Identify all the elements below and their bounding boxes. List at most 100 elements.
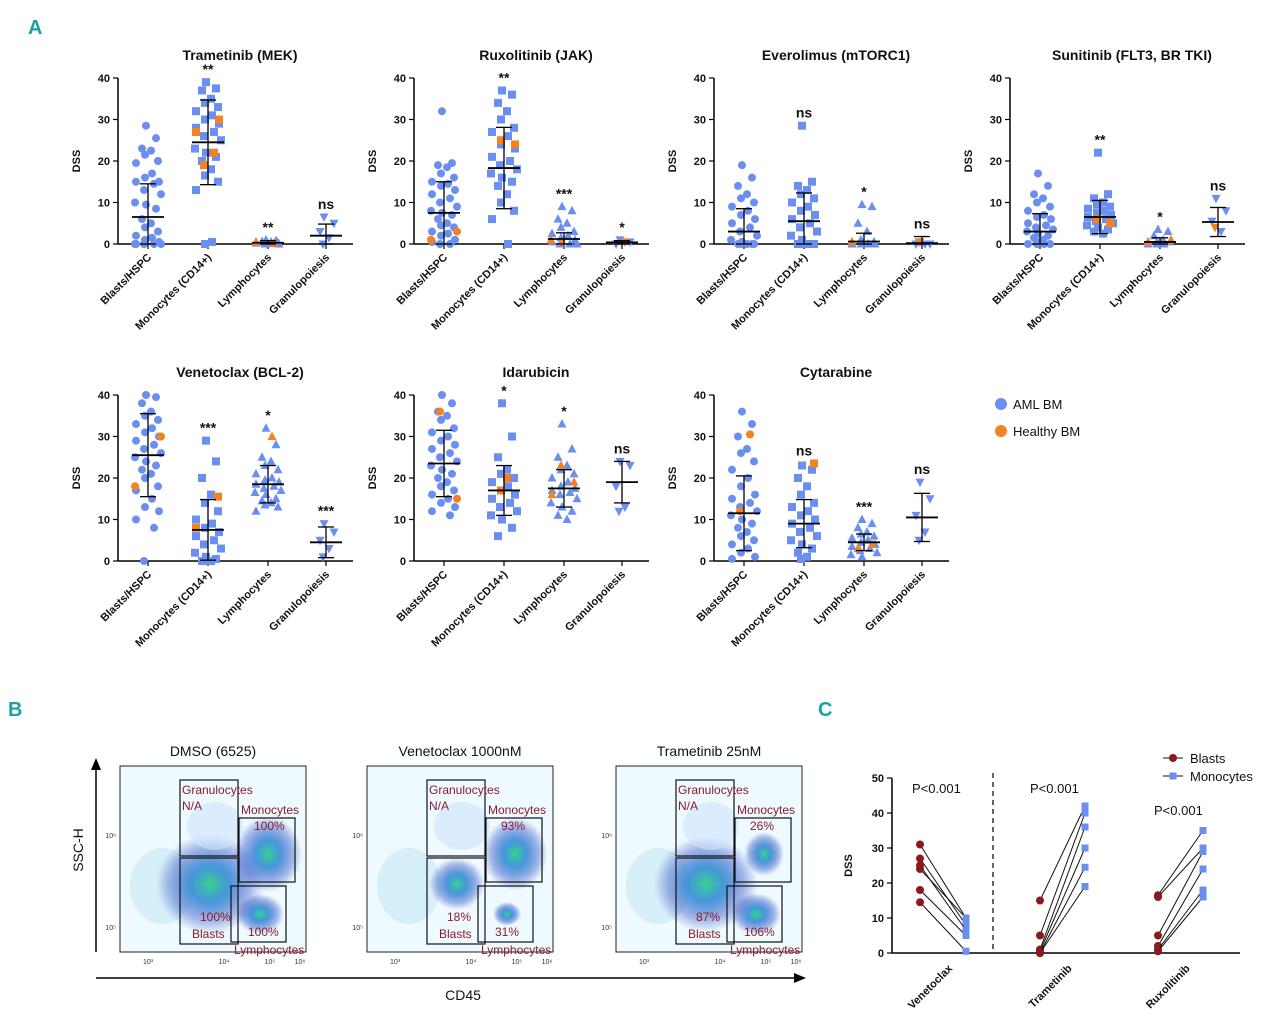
data-point-circle bbox=[140, 186, 148, 195]
data-point-square bbox=[813, 227, 821, 236]
c-monocyte-point bbox=[1199, 893, 1207, 901]
data-point-circle bbox=[437, 231, 445, 240]
data-point-circle bbox=[728, 219, 736, 228]
data-point-circle bbox=[141, 474, 149, 482]
data-point-circle bbox=[750, 240, 758, 248]
c-monocyte-point bbox=[962, 932, 970, 939]
y-tick-label: 40 bbox=[394, 73, 406, 85]
significance-label: ns bbox=[914, 216, 931, 232]
data-point-triangle bbox=[557, 201, 567, 211]
data-point-square bbox=[214, 103, 222, 112]
data-point-square bbox=[207, 94, 215, 103]
flow-x-tick: 10³ bbox=[390, 959, 401, 966]
data-point-circle bbox=[1039, 194, 1047, 203]
data-point-circle bbox=[147, 469, 155, 478]
data-point-triangle bbox=[853, 543, 863, 553]
data-point-circle bbox=[437, 169, 445, 178]
data-point-circle bbox=[427, 235, 435, 244]
data-point-square bbox=[488, 152, 496, 161]
significance-label: ns bbox=[318, 196, 335, 212]
data-point-square bbox=[1094, 148, 1102, 157]
chart-title: Cytarabine bbox=[800, 364, 873, 380]
data-point-square bbox=[201, 115, 209, 124]
data-point-triangle bbox=[563, 477, 573, 486]
data-point-circle bbox=[453, 227, 461, 236]
significance-label: * bbox=[861, 184, 867, 200]
chart-title: Everolimus (mTORC1) bbox=[762, 47, 910, 63]
data-point-triangle bbox=[867, 518, 877, 528]
data-point-circle bbox=[728, 202, 736, 211]
granulocyte-population-cloud bbox=[683, 802, 739, 850]
c-pair-line bbox=[919, 889, 967, 936]
data-point-triangle bbox=[547, 228, 557, 238]
c-pair-line bbox=[1157, 851, 1204, 936]
data-point-triangle bbox=[567, 443, 577, 453]
data-point-circle bbox=[154, 227, 162, 236]
data-point-square bbox=[201, 523, 209, 532]
data-point-circle bbox=[140, 557, 148, 565]
data-point-triangle bbox=[853, 522, 863, 532]
data-point-square bbox=[215, 115, 223, 124]
y-tick-label: 40 bbox=[990, 73, 1002, 85]
data-point-square bbox=[808, 177, 816, 186]
data-point-triangle bbox=[267, 473, 277, 482]
data-point-triangle bbox=[556, 222, 566, 231]
panel-label-a: A bbox=[28, 17, 42, 39]
gate-granulocytes-value: N/A bbox=[182, 799, 202, 813]
data-point-circle bbox=[737, 194, 745, 203]
significance-label: * bbox=[561, 403, 567, 419]
data-point-triangle bbox=[569, 468, 579, 478]
data-point-triangle bbox=[565, 487, 575, 497]
category-label: Blasts/HSPC bbox=[695, 252, 751, 308]
data-point-triangle bbox=[553, 214, 563, 223]
data-point-square bbox=[508, 432, 516, 441]
data-point-triangle bbox=[251, 468, 261, 478]
y-tick-label: 30 bbox=[694, 115, 706, 127]
category-label: Blasts/HSPC bbox=[99, 569, 155, 625]
data-point-square bbox=[488, 478, 496, 487]
flow-x-tick: 10⁶ bbox=[295, 959, 306, 966]
data-point-circle bbox=[152, 393, 160, 402]
data-point-square bbox=[797, 511, 805, 520]
data-point-square bbox=[811, 515, 819, 524]
panel-label-b: B bbox=[8, 699, 22, 721]
data-point-circle bbox=[1046, 240, 1054, 248]
c-monocyte-point bbox=[1081, 844, 1089, 852]
c-pair-line bbox=[1039, 867, 1086, 954]
data-point-triangle bbox=[260, 475, 270, 484]
data-point-square bbox=[797, 206, 805, 215]
data-point-triangle bbox=[562, 514, 572, 523]
gate-lymphocytes-value: 106% bbox=[744, 925, 775, 939]
data-point-square bbox=[804, 202, 812, 211]
lymphocyte-population-cloud bbox=[731, 893, 781, 935]
data-point-inverted-triangle bbox=[1216, 228, 1226, 237]
data-point-square bbox=[796, 527, 804, 536]
data-point-square bbox=[810, 194, 818, 203]
data-point-circle bbox=[142, 200, 150, 209]
c-blast-point bbox=[916, 898, 924, 907]
flow-x-tick: 10⁵ bbox=[761, 959, 772, 966]
flow-y-tick: 10⁶ bbox=[105, 833, 116, 840]
data-point-circle bbox=[1042, 221, 1050, 230]
category-label: Lymphocytes bbox=[1108, 252, 1166, 310]
data-point-square bbox=[192, 127, 200, 136]
data-point-circle bbox=[428, 490, 436, 499]
data-point-square bbox=[1099, 198, 1107, 207]
data-point-square bbox=[504, 240, 512, 248]
data-point-circle bbox=[141, 173, 149, 182]
data-point-triangle bbox=[260, 499, 270, 509]
data-point-square bbox=[200, 132, 208, 141]
flow-y-tick: 10⁶ bbox=[601, 833, 612, 840]
y-tick-label: 10 bbox=[98, 515, 110, 527]
chart-title: Sunitinib (FLT3, BR TKI) bbox=[1052, 47, 1212, 63]
data-point-triangle bbox=[547, 473, 557, 482]
data-point-triangle bbox=[553, 452, 563, 461]
data-point-square bbox=[212, 554, 220, 563]
gate-blasts-value: 87% bbox=[696, 910, 720, 924]
data-point-square bbox=[511, 140, 519, 149]
data-point-circle bbox=[141, 150, 149, 159]
data-point-square bbox=[1094, 223, 1102, 232]
data-point-square bbox=[494, 181, 502, 190]
data-point-square bbox=[201, 557, 209, 565]
c-monocyte-point bbox=[1081, 809, 1089, 817]
